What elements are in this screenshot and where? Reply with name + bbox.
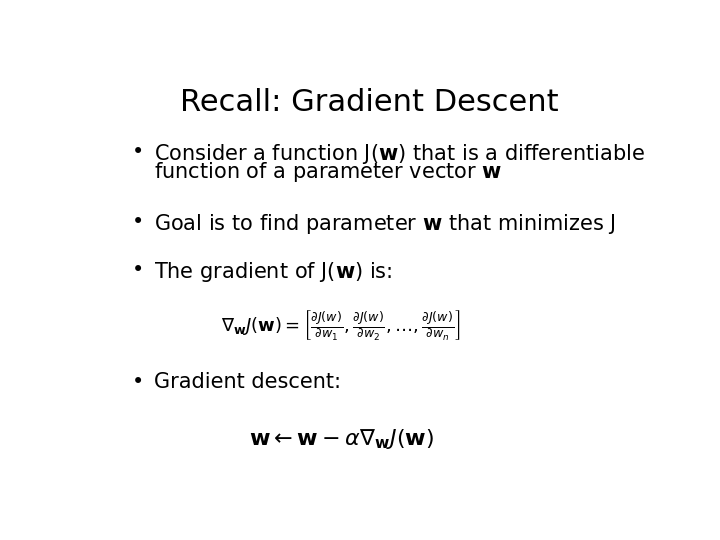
Text: Recall: Gradient Descent: Recall: Gradient Descent — [180, 87, 558, 117]
Text: Consider a function J($\mathbf{w}$) that is a differentiable: Consider a function J($\mathbf{w}$) that… — [154, 141, 645, 166]
Text: •: • — [132, 141, 144, 161]
Text: The gradient of J($\mathbf{w}$) is:: The gradient of J($\mathbf{w}$) is: — [154, 260, 392, 284]
Text: •: • — [132, 212, 144, 232]
Text: •: • — [132, 373, 144, 393]
Text: function of a parameter vector $\mathbf{w}$: function of a parameter vector $\mathbf{… — [154, 160, 503, 185]
Text: $\nabla_{\mathbf{w}} J(\mathbf{w}) = \left[\frac{\partial J(w)}{\partial w_1}, \: $\nabla_{\mathbf{w}} J(\mathbf{w}) = \le… — [221, 308, 461, 342]
Text: •: • — [132, 260, 144, 280]
Text: Goal is to find parameter $\mathbf{w}$ that minimizes J: Goal is to find parameter $\mathbf{w}$ t… — [154, 212, 616, 237]
Text: $\mathbf{w} \leftarrow \mathbf{w} - \alpha\nabla_{\mathbf{w}} J(\mathbf{w})$: $\mathbf{w} \leftarrow \mathbf{w} - \alp… — [248, 427, 433, 450]
Text: Gradient descent:: Gradient descent: — [154, 373, 341, 393]
